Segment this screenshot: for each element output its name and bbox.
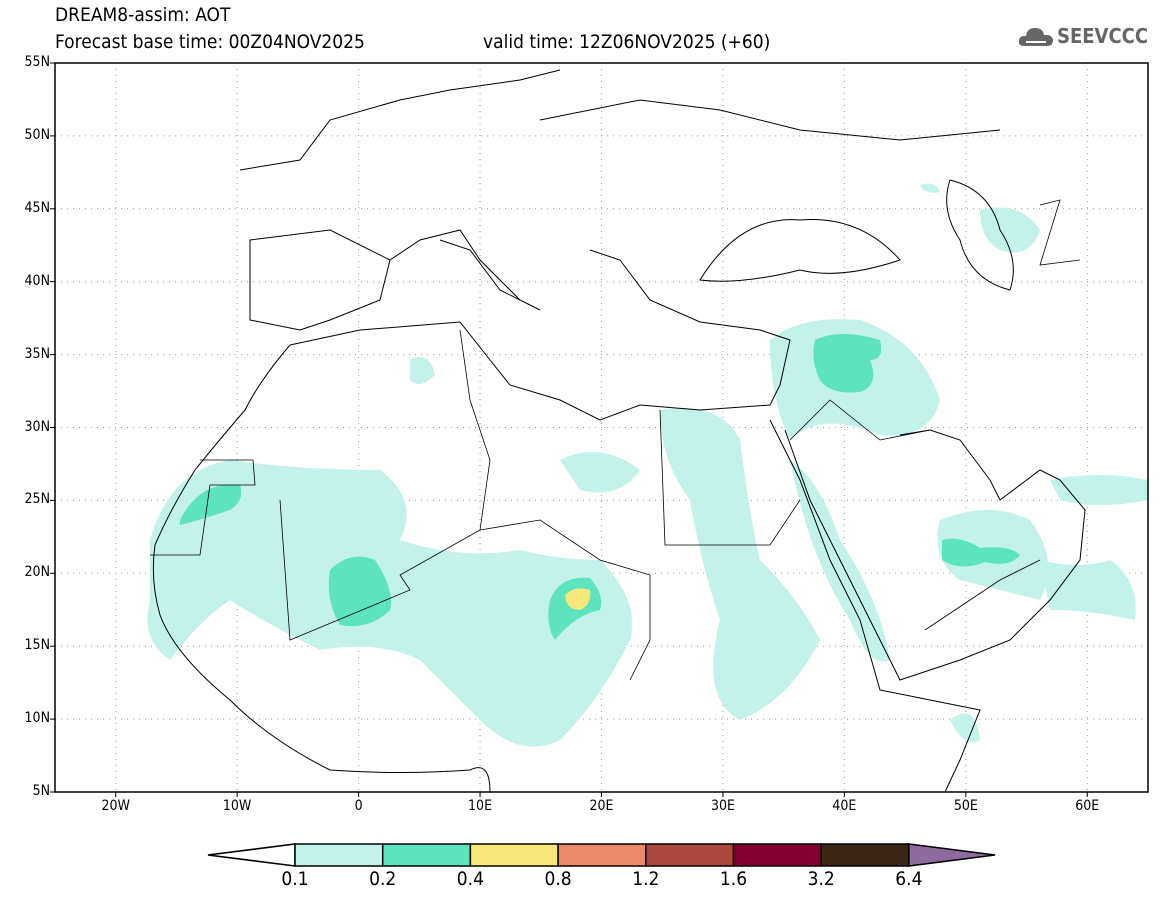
lon-label: 10E [468, 798, 493, 814]
lat-label: 20N [24, 564, 50, 581]
lat-label: 50N [24, 126, 50, 143]
colorbar-swatch [469, 843, 559, 867]
country-borders [150, 199, 1081, 681]
colorbar-label: 0.8 [544, 868, 572, 890]
lon-label: 50E [953, 798, 978, 814]
seevccc-logo: SEEVCCC [1018, 24, 1148, 48]
map-title: DREAM8-assim: AOT [55, 4, 231, 26]
colorbar-swatch [294, 843, 384, 867]
lat-label: 25N [24, 491, 50, 508]
lat-label: 40N [24, 272, 50, 289]
cloud-icon [1018, 28, 1053, 46]
lon-label: 60E [1075, 798, 1100, 814]
lat-label: 5N [32, 783, 50, 799]
colorbar-swatch [557, 843, 647, 867]
colorbar-label: 0.2 [369, 868, 397, 890]
colorbar-label: 1.2 [632, 868, 660, 890]
colorbar-label: 6.4 [895, 868, 923, 890]
colorbar-label: 0.4 [456, 868, 484, 890]
colorbar-label: 1.6 [719, 868, 748, 890]
aot-level-0.4 [565, 588, 591, 610]
coastlines [152, 69, 1086, 792]
lat-label: 45N [24, 199, 50, 216]
colorbar-label: 3.2 [807, 868, 835, 890]
colorbar-swatch [381, 843, 472, 867]
lon-label: 10W [222, 798, 252, 814]
lon-label: 0 [354, 798, 363, 814]
lon-label: 20W [101, 798, 130, 814]
forecast-base-time: Forecast base time: 00Z04NOV2025 [55, 31, 365, 53]
colorbar-arrow-low [207, 843, 296, 867]
lat-label: 35N [24, 345, 50, 362]
aot-level-0.1 [147, 183, 1148, 747]
lat-label: 55N [24, 54, 50, 70]
valid-time: valid time: 12Z06NOV2025 (+60) [483, 31, 771, 53]
colorbar-arrow-high [908, 843, 996, 867]
logo-text: SEEVCCC [1057, 24, 1149, 48]
aot-level-0.2 [180, 334, 1020, 640]
colorbar-label: 0.1 [281, 868, 309, 890]
lon-label: 20E [589, 798, 614, 814]
lon-label: 30E [710, 798, 735, 814]
lat-label: 10N [24, 710, 50, 727]
lon-label: 40E [832, 798, 857, 814]
lat-label: 30N [24, 418, 50, 435]
colorbar-swatch [820, 843, 910, 867]
colorbar-swatch [645, 843, 735, 867]
colorbar-swatch [732, 843, 822, 867]
lat-label: 15N [24, 637, 50, 654]
